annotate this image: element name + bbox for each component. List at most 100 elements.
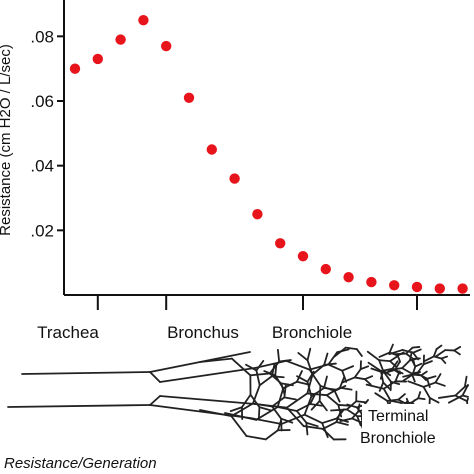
airway-branch (245, 363, 258, 372)
airway-branch (435, 344, 443, 351)
airway-branch (280, 417, 294, 424)
data-point-13 (366, 276, 377, 288)
airway-branch (305, 421, 309, 436)
airway-branch (230, 402, 254, 418)
airway-branch (346, 403, 358, 409)
airway-branch (411, 373, 423, 377)
airway-branch (434, 373, 442, 384)
annotation-backing (362, 404, 470, 448)
airway-branch (389, 355, 399, 363)
airway-branch (370, 367, 386, 374)
airway-branch (341, 365, 355, 372)
airway-branch (426, 377, 431, 388)
airway-branch (420, 370, 428, 377)
airway-branch (422, 386, 431, 399)
data-point-3 (138, 14, 149, 26)
airway-branch (454, 394, 468, 403)
data-point-5 (183, 92, 195, 103)
airway-branch (285, 406, 305, 427)
airway-branch (378, 351, 391, 358)
airway-branch (407, 380, 425, 388)
airway-branch (271, 405, 283, 420)
airway-branch (411, 365, 417, 376)
y-tick-label: .08 (30, 27, 54, 46)
airway-branch (230, 357, 252, 377)
airway-branch (255, 369, 261, 387)
airway-branch (252, 402, 274, 408)
airway-branch (394, 361, 401, 371)
airway-branch (386, 398, 400, 402)
airway-branch (463, 375, 468, 388)
airway-branch (297, 352, 309, 362)
airway-branch (380, 367, 394, 372)
annotation-line-1: Terminal (368, 408, 428, 425)
airway-branch (405, 352, 415, 360)
data-point-0 (69, 63, 81, 74)
airway-branch (391, 360, 399, 370)
x-ticks (96, 295, 418, 310)
trachea-wall-top (21, 371, 151, 375)
airway-branch (397, 393, 406, 401)
airway-branch (306, 370, 315, 383)
airway-branch (258, 406, 272, 412)
airway-branch (461, 394, 469, 398)
airway-branch (351, 417, 362, 424)
airway-branch (311, 363, 326, 376)
airway-branch (285, 359, 311, 371)
data-point-10 (297, 251, 309, 262)
category-label-bronchus: Bronchus (167, 323, 239, 342)
airway-branch (333, 390, 341, 403)
airway-branch (463, 384, 469, 388)
airway-branch (249, 372, 271, 377)
airway-branch (374, 392, 389, 402)
airway-branch (414, 362, 423, 368)
category-label-bronchiole: Bronchiole (272, 323, 352, 342)
airway-branch (353, 368, 362, 379)
airway-branch (344, 346, 358, 350)
data-point-16 (434, 283, 445, 294)
airway-branch (325, 394, 340, 406)
airway-branch (255, 359, 265, 372)
data-points (69, 14, 468, 294)
airway-branch (447, 394, 464, 404)
airway-branch (318, 384, 322, 402)
data-point-6 (206, 144, 217, 155)
airway-branch (252, 384, 261, 405)
airway-branch (245, 435, 267, 441)
airway-branch (295, 403, 312, 412)
airway-branch (440, 355, 449, 360)
airway-branch (383, 368, 396, 374)
airway-branch (416, 363, 425, 375)
airway-branch (422, 360, 433, 366)
airway-branch (230, 415, 248, 437)
y-axis-label-group: Resistance (cm H2O / L/sec) (0, 44, 14, 236)
airway-branch (258, 375, 273, 387)
airway-branch (401, 359, 411, 370)
airway-branch (276, 418, 283, 432)
airway-branch (351, 410, 360, 420)
data-point-9 (275, 238, 286, 249)
airway-branch (440, 357, 447, 364)
airway-branch (318, 400, 328, 412)
airway-branch (295, 370, 303, 383)
y-tick-label: .06 (30, 92, 54, 111)
airway-branch (432, 348, 438, 358)
airway-branch (149, 371, 161, 383)
airway-branch (271, 363, 276, 378)
airway-branch (285, 392, 309, 409)
airway-branch (382, 381, 391, 390)
y-tick-label: .04 (30, 157, 54, 176)
airway-branch (159, 395, 256, 405)
airway-branch (380, 370, 385, 384)
airway-branch (434, 381, 446, 387)
y-ticks: .02 .04 .06 .08 (30, 27, 64, 240)
airway-branch (434, 349, 447, 358)
airway-branch (453, 346, 462, 352)
airway-branch (378, 359, 391, 363)
airway-branch (428, 397, 440, 404)
data-point-4 (161, 40, 172, 52)
category-label-trachea: Trachea (37, 323, 99, 342)
category-labels: Trachea Bronchus Bronchiole (37, 323, 352, 342)
airway-branch (388, 351, 399, 357)
airway-branch (323, 362, 337, 366)
